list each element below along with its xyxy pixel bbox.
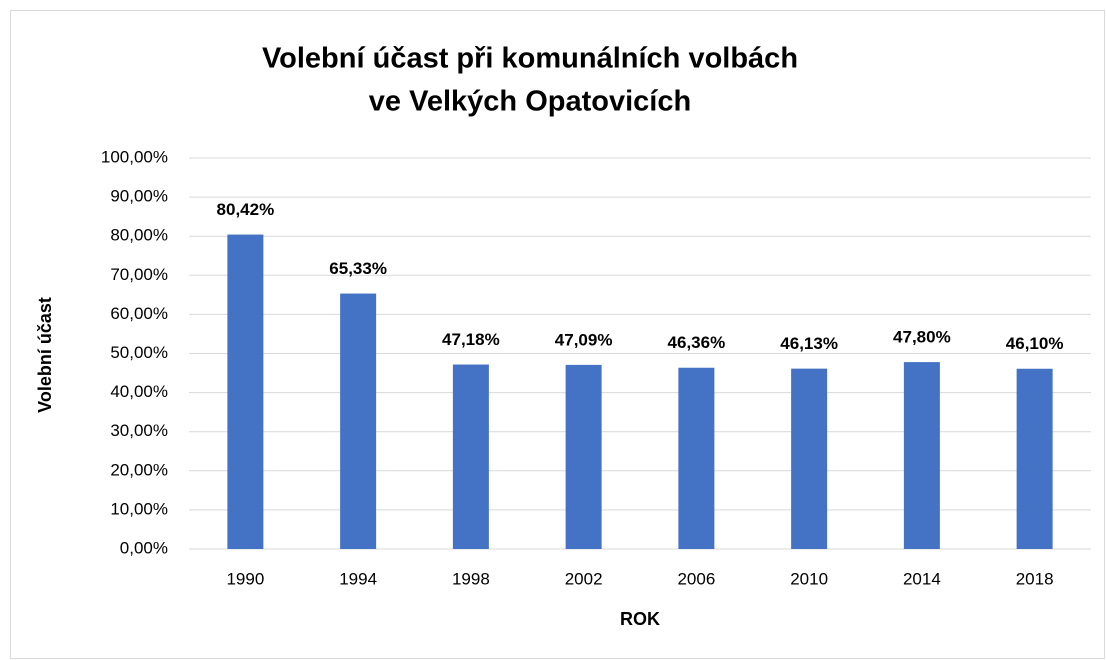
bar [227, 234, 264, 549]
y-tick-label: 90,00% [110, 187, 168, 206]
data-label: 46,13% [780, 334, 838, 353]
y-tick-label: 10,00% [110, 499, 168, 518]
bar [1016, 368, 1053, 549]
bar [340, 293, 377, 549]
data-label: 47,09% [555, 330, 613, 349]
y-tick-label: 0,00% [120, 538, 168, 557]
bar [452, 364, 489, 549]
data-label: 47,18% [442, 330, 500, 349]
chart-border [10, 10, 1105, 659]
bar [565, 364, 602, 549]
bar [678, 367, 715, 549]
bar [903, 362, 940, 549]
x-tick-label: 2002 [565, 569, 603, 588]
data-label: 80,42% [217, 200, 275, 219]
y-axis-label: Volební účast [35, 297, 55, 413]
y-tick-label: 50,00% [110, 343, 168, 362]
y-tick-label: 100,00% [101, 147, 168, 166]
y-tick-label: 40,00% [110, 382, 168, 401]
x-axis-label: ROK [620, 609, 660, 629]
y-tick-label: 60,00% [110, 304, 168, 323]
x-tick-label: 1994 [339, 569, 377, 588]
bar [791, 368, 828, 549]
x-tick-label: 2014 [903, 569, 941, 588]
chart-title: Volební účast při komunálních volbách [262, 43, 798, 75]
x-tick-label: 1990 [226, 569, 264, 588]
x-tick-label: 2018 [1016, 569, 1054, 588]
x-tick-label: 1998 [452, 569, 490, 588]
x-tick-label: 2010 [790, 569, 828, 588]
y-tick-label: 20,00% [110, 460, 168, 479]
y-tick-label: 80,00% [110, 226, 168, 245]
data-label: 65,33% [329, 259, 387, 278]
chart-title: ve Velkých Opatovicích [369, 86, 691, 118]
x-tick-label: 2006 [677, 569, 715, 588]
data-label: 47,80% [893, 328, 951, 347]
data-label: 46,10% [1006, 334, 1064, 353]
data-label: 46,36% [668, 333, 726, 352]
y-tick-label: 70,00% [110, 265, 168, 284]
y-tick-label: 30,00% [110, 421, 168, 440]
